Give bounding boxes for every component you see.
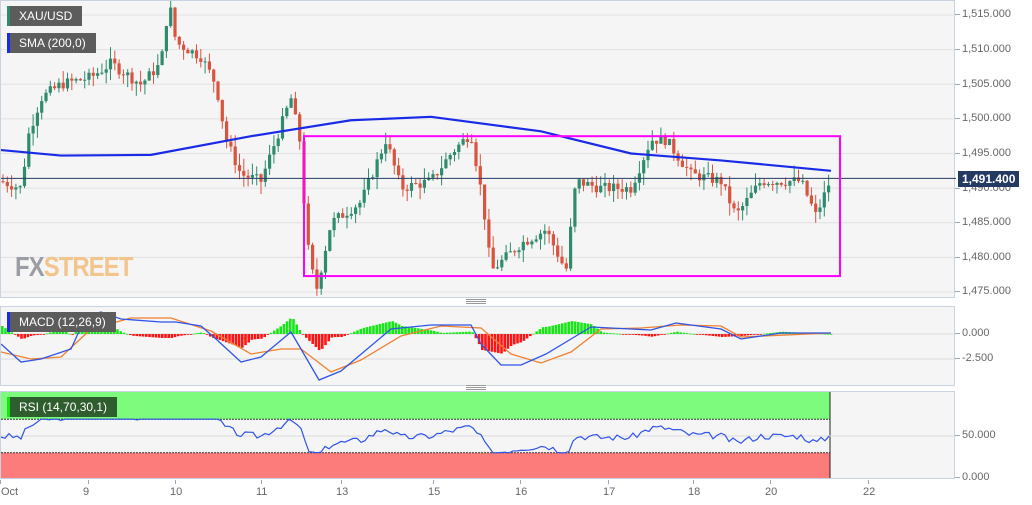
sma-legend-color <box>7 33 10 53</box>
macd-legend-label: MACD (12,26,9) <box>19 315 106 329</box>
time-axis-label: 17 <box>603 486 616 498</box>
macd-legend[interactable]: MACD (12,26,9) <box>7 312 116 332</box>
price-pane[interactable]: FXSTREET XAU/USD SMA (200,0) <box>0 0 956 298</box>
time-axis-tick <box>693 480 694 484</box>
price-axis-label: 1,500.000 <box>962 112 1011 124</box>
price-axis-label: 1,475.000 <box>962 285 1011 297</box>
time-axis-label: 15 <box>428 486 441 498</box>
macd-pane[interactable]: MACD (12,26,9) <box>0 306 956 386</box>
time-axis-tick <box>175 480 176 484</box>
macd-axis-label: -2.500 <box>962 352 994 364</box>
price-legend-color <box>7 6 10 26</box>
time-axis-label: 16 <box>515 486 528 498</box>
macd-chart <box>1 311 956 381</box>
sma-legend-label: SMA (200,0) <box>19 36 86 50</box>
pane-resize-handle-1[interactable] <box>466 299 486 304</box>
time-axis-label: 22 <box>863 486 876 498</box>
sma-legend[interactable]: SMA (200,0) <box>7 33 96 53</box>
price-axis-label: 1,495.000 <box>962 147 1011 159</box>
rsi-chart <box>1 392 956 478</box>
rsi-axis-label: 50.000 <box>962 429 996 441</box>
time-axis-label: 13 <box>336 486 349 498</box>
logo-fx: FX <box>15 251 45 282</box>
time-axis-tick <box>433 480 434 484</box>
price-chart <box>1 1 956 296</box>
time-axis-label: 11 <box>256 486 268 498</box>
macd-axis-label: 0.000 <box>962 327 990 339</box>
time-axis-tick <box>608 480 609 484</box>
price-axis-label: 1,485.000 <box>962 216 1011 228</box>
time-axis-tick <box>520 480 521 484</box>
price-legend[interactable]: XAU/USD <box>7 6 83 26</box>
time-axis-label: 10 <box>170 486 183 498</box>
time-axis-label: Oct <box>1 486 19 498</box>
time-axis-tick <box>88 480 89 484</box>
time-axis-tick <box>261 480 262 484</box>
rsi-axis-label: 0.000 <box>962 471 990 483</box>
time-axis-label: 20 <box>765 486 778 498</box>
rsi-legend-label: RSI (14,70,30,1) <box>19 400 108 414</box>
price-axis-label: 1,505.000 <box>962 78 1011 90</box>
price-axis-label: 1,515.000 <box>962 8 1011 20</box>
time-axis-label: 18 <box>688 486 701 498</box>
fxstreet-logo: FXSTREET <box>15 251 133 283</box>
last-price-tag: 1,491.400 <box>958 171 1020 187</box>
price-axis-label: 1,480.000 <box>962 251 1011 263</box>
rsi-legend-color <box>7 397 10 417</box>
price-axis-label: 1,510.000 <box>962 43 1011 55</box>
time-axis-tick <box>0 480 1 484</box>
time-axis-tick <box>770 480 771 484</box>
macd-legend-color <box>7 312 10 332</box>
time-axis-label: 9 <box>83 486 90 498</box>
time-axis-tick <box>868 480 869 484</box>
time-axis-tick <box>341 480 342 484</box>
pane-resize-handle-2[interactable] <box>466 385 486 390</box>
price-legend-label: XAU/USD <box>19 9 73 23</box>
rsi-legend[interactable]: RSI (14,70,30,1) <box>7 397 118 417</box>
rsi-pane[interactable]: RSI (14,70,30,1) <box>0 391 956 479</box>
logo-street: STREET <box>43 251 134 282</box>
